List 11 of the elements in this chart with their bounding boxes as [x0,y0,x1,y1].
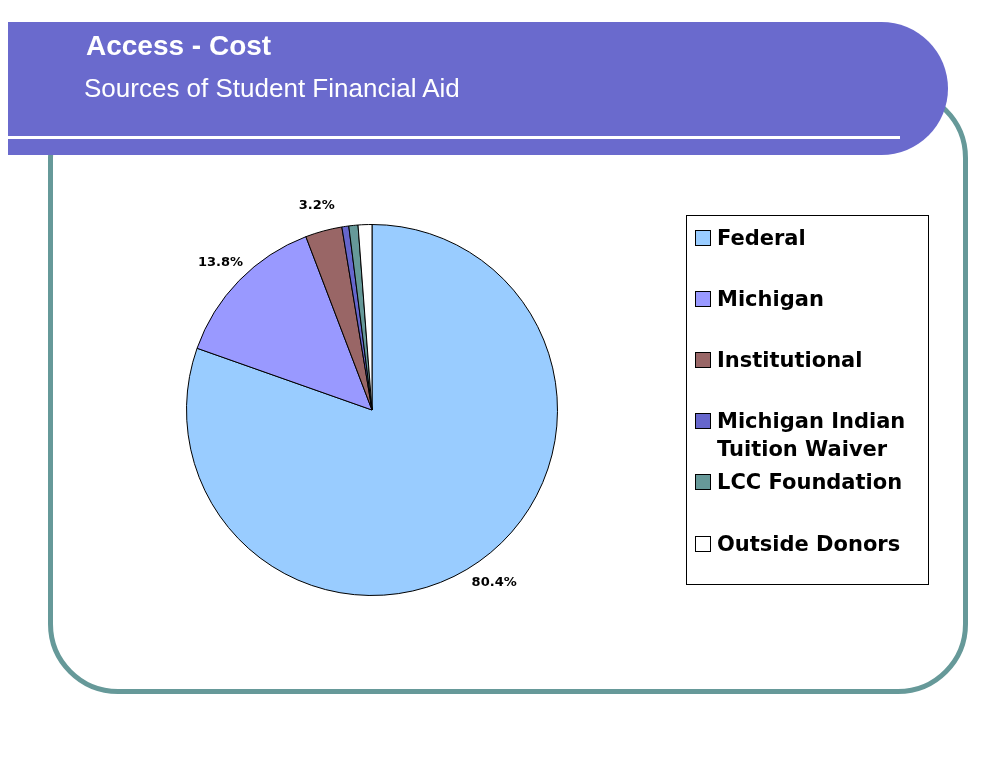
data-label: 80.4% [471,574,517,590]
legend-label: Institutional [717,347,863,374]
legend-label: Federal [717,225,806,252]
data-label: 13.8% [198,253,244,269]
legend-label: Michigan Indian Tuition Waiver [717,408,907,463]
legend-label: LCC Foundation [717,469,903,496]
legend-label: Michigan [717,286,824,313]
chart-title: Access - Cost [86,30,272,62]
chart-subtitle: Sources of Student Financial Aid [84,73,460,104]
data-label: 3.2% [298,197,335,213]
legend-label: Outside Donors [717,531,901,558]
